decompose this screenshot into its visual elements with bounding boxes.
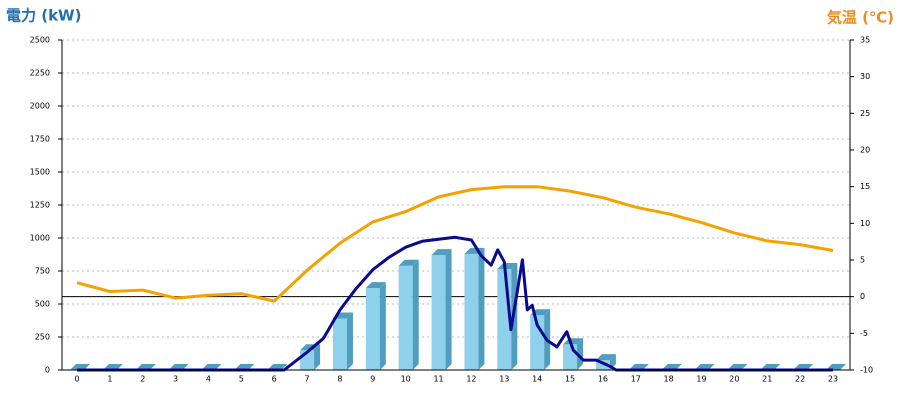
y-tick-label: 0: [45, 366, 50, 375]
y-tick-label: 1500: [30, 168, 50, 177]
x-tick-label: 9: [370, 375, 375, 384]
y2-tick-label: 5: [860, 256, 865, 265]
x-tick-label: 21: [762, 375, 772, 384]
x-tick-label: 13: [499, 375, 509, 384]
y-tick-label: 500: [35, 300, 50, 309]
y2-tick-label: -10: [860, 366, 873, 375]
bar-front: [365, 288, 380, 370]
line: [77, 235, 833, 372]
bar-front: [464, 253, 479, 370]
x-tick-label: 20: [729, 375, 739, 384]
x-tick-label: 22: [795, 375, 805, 384]
y2-tick-label: -5: [860, 329, 868, 338]
y2-tick-label: 0: [860, 292, 865, 301]
y-tick-label: 750: [35, 267, 50, 276]
bar: [365, 282, 386, 370]
x-tick-label: 23: [828, 375, 838, 384]
bar-front: [431, 255, 446, 370]
y-tick-label: 2500: [30, 36, 50, 45]
x-tick-label: 2: [140, 375, 145, 384]
x-tick-label: 16: [598, 375, 608, 384]
bar: [332, 312, 353, 370]
bar-top: [398, 259, 419, 266]
bar: [464, 247, 485, 370]
bar: [398, 259, 419, 370]
x-tick-label: 10: [401, 375, 411, 384]
x-tick-label: 8: [337, 375, 342, 384]
bar-top: [431, 249, 452, 256]
bar-side: [314, 344, 321, 370]
x-tick-label: 18: [664, 375, 674, 384]
y-tick-label: 1000: [30, 234, 50, 243]
y2-tick-label: 10: [860, 219, 870, 228]
y2-tick-label: 30: [860, 72, 870, 81]
bar-side: [478, 247, 485, 370]
y2-tick-label: 15: [860, 182, 870, 191]
x-tick-label: 0: [74, 375, 79, 384]
bar-side: [577, 338, 584, 370]
bar-front: [398, 265, 413, 370]
x-tick-label: 14: [532, 375, 542, 384]
y-tick-label: 1250: [30, 201, 50, 210]
x-tick-label: 19: [696, 375, 706, 384]
bar-side: [445, 249, 452, 370]
bar-top: [595, 354, 616, 361]
x-tick-label: 17: [631, 375, 641, 384]
y-tick-label: 250: [35, 333, 50, 342]
y2-tick-label: 25: [860, 109, 870, 118]
bar-top: [497, 263, 518, 270]
bar-front: [332, 318, 347, 370]
x-tick-label: 6: [272, 375, 277, 384]
bar-front: [595, 360, 610, 370]
left-axis-title: 電力 (kW): [6, 7, 81, 25]
y-tick-label: 2250: [30, 69, 50, 78]
bar-side: [379, 282, 386, 370]
bar-side: [412, 259, 419, 370]
x-tick-label: 5: [239, 375, 244, 384]
y-tick-label: 1750: [30, 135, 50, 144]
x-tick-label: 11: [433, 375, 443, 384]
bar: [431, 249, 452, 370]
x-tick-label: 1: [107, 375, 112, 384]
bar: [563, 338, 584, 370]
line: [76, 185, 834, 303]
right-axis-title: 気温 (℃): [827, 9, 894, 27]
x-tick-label: 15: [565, 375, 575, 384]
x-tick-label: 12: [466, 375, 476, 384]
bar-side: [346, 312, 353, 370]
y2-tick-label: 35: [860, 36, 870, 45]
x-tick-label: 4: [206, 375, 211, 384]
y-tick-label: 2000: [30, 102, 50, 111]
bar-top: [365, 282, 386, 289]
bar-front: [563, 344, 578, 370]
x-tick-label: 3: [173, 375, 178, 384]
x-tick-label: 7: [305, 375, 310, 384]
y2-tick-label: 20: [860, 146, 870, 155]
